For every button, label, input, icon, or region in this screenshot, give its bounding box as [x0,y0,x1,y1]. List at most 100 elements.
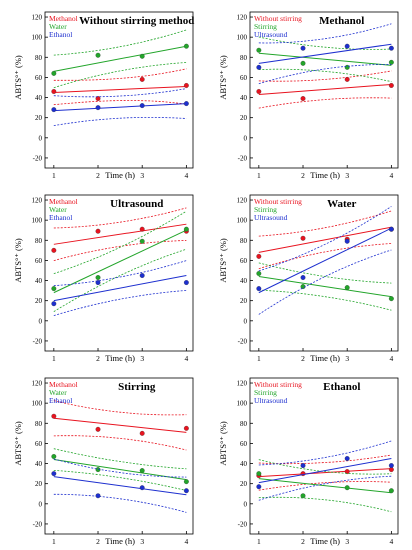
x-axis-label: Time (h) [105,536,135,546]
data-point [256,484,262,490]
regression-line [53,229,187,294]
y-tick-label: 120 [32,14,43,22]
data-point [51,107,57,113]
data-point [139,103,145,109]
data-point [300,463,306,469]
regression-line [258,478,392,494]
regression-line [53,223,187,245]
y-tick-label: 80 [35,237,43,245]
chart-title: Without stirring method [79,15,194,27]
chart-title: Water [327,198,356,210]
data-point [95,52,101,58]
confidence-band-lower [53,240,187,261]
legend-entry: Methanol [49,197,78,206]
y-tick-label: 60 [35,74,43,82]
y-tick-label: 0 [39,317,43,325]
confidence-band-lower [258,97,392,109]
data-point [183,43,189,49]
x-tick-label: 2 [301,537,305,546]
data-point [256,471,262,477]
data-point [300,284,306,290]
regression-line [53,103,187,112]
data-point [300,235,306,241]
regression-line [258,52,392,66]
data-point [300,45,306,51]
x-axis-label: Time (h) [310,353,340,363]
y-tick-label: 60 [35,257,43,265]
x-tick-label: 3 [345,537,349,546]
data-point [95,467,101,473]
x-axis-label: Time (h) [105,170,135,180]
x-tick-label: 1 [257,537,261,546]
data-point [51,301,57,307]
x-tick-label: 3 [140,171,144,180]
confidence-band-upper [53,458,187,478]
regression-line [53,45,187,72]
data-point [344,64,350,70]
x-tick-label: 2 [96,537,100,546]
confidence-band-upper [258,210,392,237]
y-tick-label: 60 [240,257,248,265]
legend-entry: Methanol [49,14,78,23]
y-tick-label: 120 [237,380,248,388]
legend-entry: Without stirring [254,14,302,23]
data-point [344,285,350,291]
data-point [95,493,101,499]
y-axis-label: ABTS°⁺ (%) [218,55,228,100]
y-tick-label: 40 [35,94,43,102]
confidence-band-lower [258,68,392,82]
data-point [344,43,350,49]
y-tick-label: 20 [240,480,248,488]
data-point [388,226,394,232]
y-tick-label: -20 [238,520,248,528]
y-tick-label: -20 [33,520,43,528]
confidence-band-upper [53,448,187,470]
chart-title: Ultrasound [110,198,163,210]
confidence-band-lower [53,290,187,316]
confidence-band-lower [53,435,187,451]
chart-panel-4: Water -20 0 20 40 60 80 100 120 1 2 3 4 Time (h) ABTS°… [218,194,399,363]
regression-line [53,476,187,496]
confidence-band-upper [258,262,392,284]
chart-panel-6: Ethanol -20 0 20 40 60 80 100 120 1 2 3 4 Time (h) ABT… [218,377,399,546]
y-tick-label: 100 [32,400,43,408]
plot-frame [249,194,399,352]
chart-panel-5: Stirring -20 0 20 40 60 80 100 120 1 2 3 4 Time (h) AB… [13,377,194,546]
x-tick-label: 4 [184,354,188,363]
x-tick-label: 2 [96,171,100,180]
y-tick-label: 20 [35,297,43,305]
legend-entry: Without stirring [254,197,302,206]
y-tick-label: 80 [240,420,248,428]
data-point [95,228,101,234]
x-tick-label: 4 [389,537,393,546]
confidence-band-lower [258,243,392,270]
y-tick-label: 80 [240,237,248,245]
y-tick-label: 40 [240,460,248,468]
chart-panel-3: Ultrasound -20 0 20 40 60 80 100 120 1 2 3 4 Time (h)… [13,194,194,363]
data-point [256,271,262,276]
y-tick-label: -20 [33,154,43,162]
data-point [183,83,189,88]
data-point [183,488,189,494]
data-point [139,273,145,278]
confidence-band-lower [258,249,392,315]
data-point [183,101,189,107]
y-tick-label: 40 [240,94,248,102]
chart-title: Methanol [319,15,364,27]
y-tick-label: 0 [244,317,248,325]
data-point [95,280,101,286]
data-point [256,47,262,53]
data-point [51,471,57,477]
y-tick-label: 20 [35,480,43,488]
confidence-band-upper [258,36,392,50]
data-point [139,238,145,244]
confidence-band-upper [53,29,187,56]
regression-line [53,85,187,94]
data-point [51,286,57,292]
data-point [51,454,57,459]
y-tick-label: 120 [32,197,43,205]
y-tick-label: 120 [237,197,248,205]
y-tick-label: 100 [32,217,43,225]
y-tick-label: 40 [240,277,248,285]
